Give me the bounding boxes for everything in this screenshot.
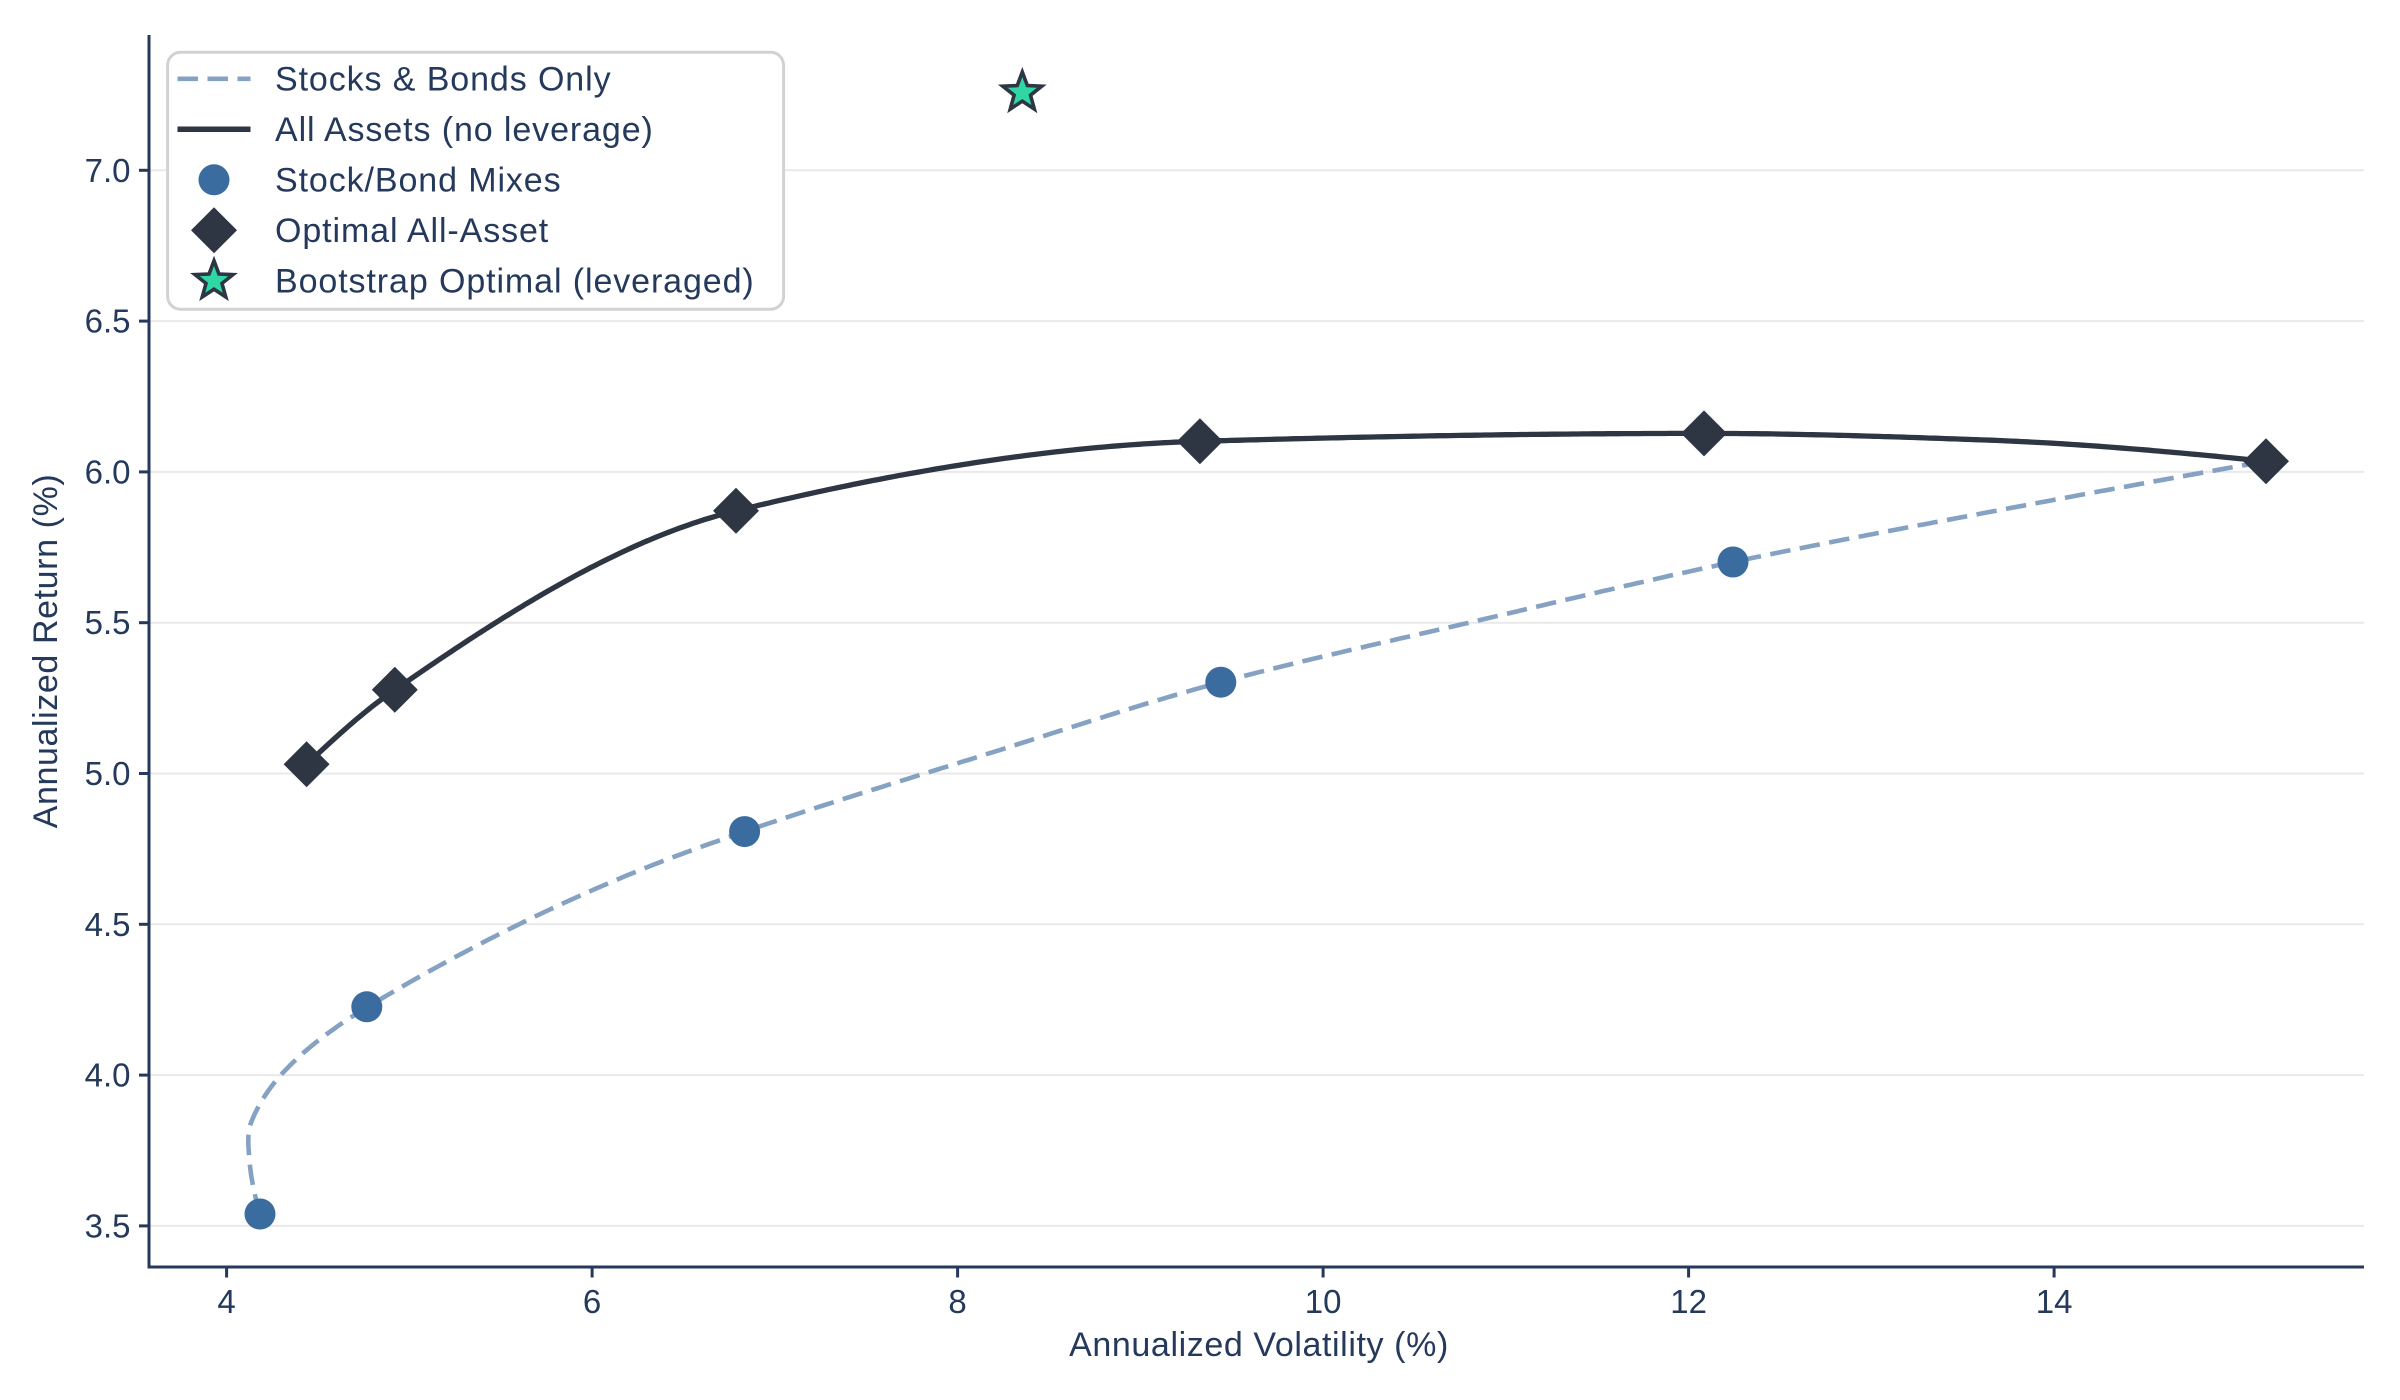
svg-text:14: 14	[2036, 1283, 2073, 1320]
svg-text:8: 8	[948, 1283, 966, 1320]
svg-text:10: 10	[1305, 1283, 1342, 1320]
svg-text:Stocks & Bonds Only: Stocks & Bonds Only	[275, 60, 611, 98]
svg-text:6.0: 6.0	[85, 453, 131, 490]
svg-text:6.5: 6.5	[85, 303, 131, 340]
svg-text:Annualized Volatility (%): Annualized Volatility (%)	[1069, 1326, 1449, 1364]
svg-text:4: 4	[217, 1283, 235, 1320]
svg-text:Optimal All-Asset: Optimal All-Asset	[275, 212, 549, 250]
svg-text:Bootstrap Optimal (leveraged): Bootstrap Optimal (leveraged)	[275, 262, 755, 300]
svg-text:Stock/Bond Mixes: Stock/Bond Mixes	[275, 161, 562, 199]
svg-text:7.0: 7.0	[85, 152, 131, 189]
svg-text:5.5: 5.5	[85, 604, 131, 641]
svg-text:12: 12	[1670, 1283, 1707, 1320]
svg-text:All Assets (no leverage): All Assets (no leverage)	[275, 111, 654, 149]
svg-text:4.5: 4.5	[85, 906, 131, 943]
svg-text:Annualized Return (%): Annualized Return (%)	[27, 474, 65, 829]
svg-text:6: 6	[583, 1283, 601, 1320]
svg-text:4.0: 4.0	[85, 1057, 131, 1094]
svg-text:3.5: 3.5	[85, 1207, 131, 1244]
svg-text:5.0: 5.0	[85, 755, 131, 792]
